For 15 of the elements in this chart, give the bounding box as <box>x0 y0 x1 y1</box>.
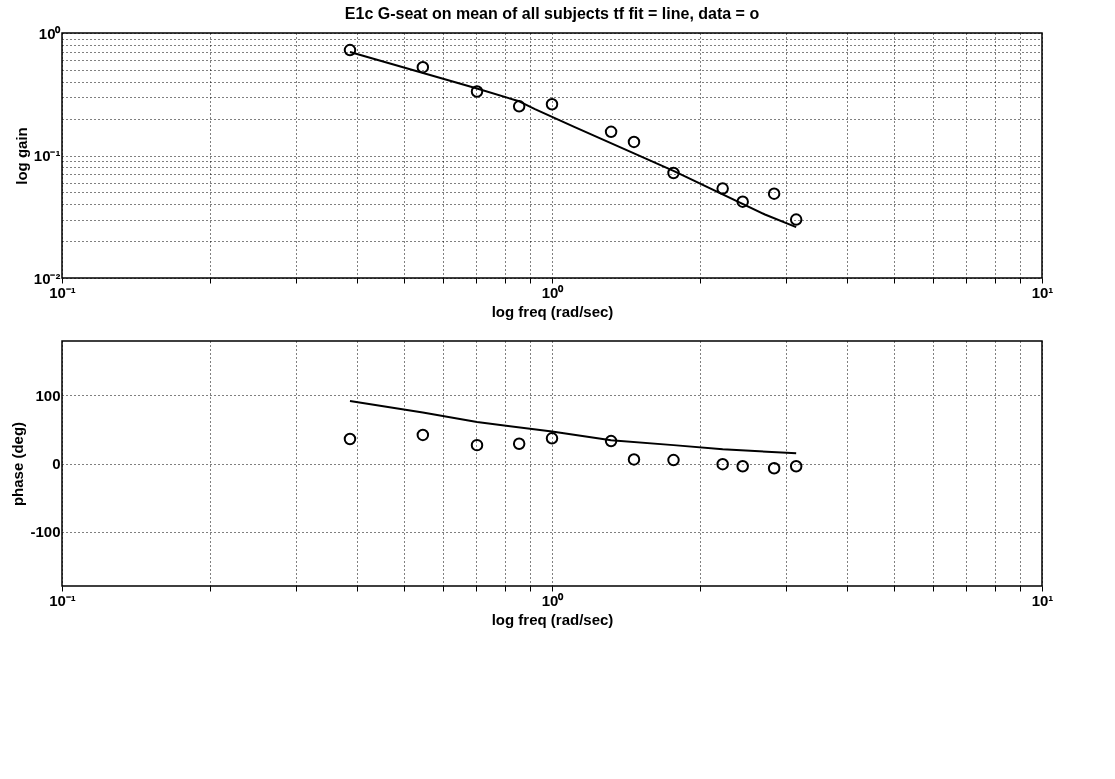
x-axis-title: log freq (rad/sec) <box>491 302 614 320</box>
y-tick-label: -100 <box>30 523 61 541</box>
y-tick-label: 10⁰ <box>38 24 62 42</box>
y-axis-title: phase (deg) <box>9 421 27 507</box>
x-tick-label: 10⁻¹ <box>49 591 76 609</box>
x-tick-label: 10¹ <box>1031 591 1054 609</box>
chart-title: E1c G-seat on mean of all subjects tf fit = line, data = o <box>344 5 760 22</box>
x-tick-label: 10⁰ <box>541 591 565 609</box>
x-axis-title: log freq (rad/sec) <box>491 610 614 628</box>
x-tick-label: 10¹ <box>1031 283 1054 301</box>
y-tick-label: 0 <box>52 455 61 472</box>
y-tick-label: 100 <box>35 386 61 404</box>
y-tick-label: 10⁻¹ <box>33 147 61 164</box>
y-axis-title: log gain <box>12 127 30 185</box>
x-tick-label: 10⁰ <box>541 283 565 301</box>
